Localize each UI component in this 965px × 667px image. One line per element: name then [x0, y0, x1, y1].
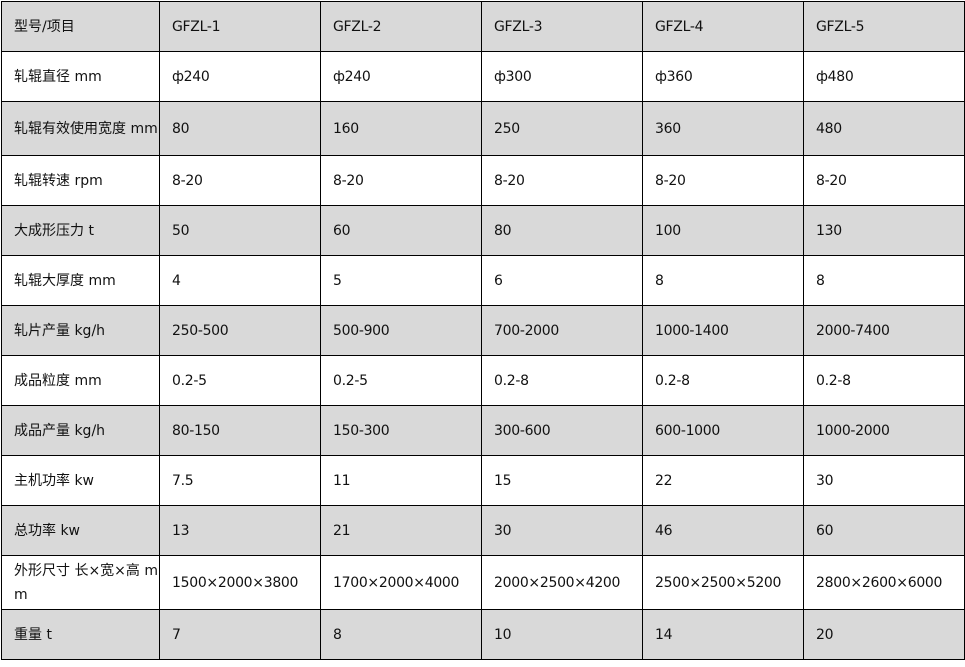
table-cell: 100: [642, 205, 804, 256]
table-cell: 0.2-8: [642, 355, 804, 406]
table-row: 外形尺寸 长×宽×高 mm 1500×2000×3800 1700×2000×400…: [1, 555, 965, 610]
table-cell: 15: [481, 455, 643, 506]
table-row: 主机功率 kw 7.5 11 15 22 30: [1, 455, 965, 506]
table-row: 总功率 kw 13 21 30 46 60: [1, 505, 965, 556]
table-row: 轧辊有效使用宽度 mm 80 160 250 360 480: [1, 101, 965, 156]
row-label: 成品粒度 mm: [1, 355, 160, 406]
table-cell: 60: [803, 505, 965, 556]
table-cell: 4: [159, 255, 321, 306]
table-cell: 8-20: [642, 155, 804, 206]
table-cell: 250-500: [159, 305, 321, 356]
table-cell: 0.2-5: [159, 355, 321, 406]
table-cell: 14: [642, 609, 804, 660]
table-cell: 8: [320, 609, 482, 660]
row-label: 轧辊有效使用宽度 mm: [1, 101, 160, 156]
table-cell: 2000-7400: [803, 305, 965, 356]
table-row: 成品产量 kg/h 80-150 150-300 300-600 600-1000 100…: [1, 405, 965, 456]
table-cell: 1000-1400: [642, 305, 804, 356]
row-label: 成品产量 kg/h: [1, 405, 160, 456]
table-cell: 21: [320, 505, 482, 556]
table-cell: 30: [803, 455, 965, 506]
table-cell: 8-20: [159, 155, 321, 206]
table-cell: 80-150: [159, 405, 321, 456]
row-label: 主机功率 kw: [1, 455, 160, 506]
table-cell: 60: [320, 205, 482, 256]
table-row: 型号/项目 GFZL-1 GFZL-2 GFZL-3 GFZL-4 GFZL-5: [1, 1, 965, 52]
row-label: 轧片产量 kg/h: [1, 305, 160, 356]
table-cell: 11: [320, 455, 482, 506]
table-cell: 8-20: [320, 155, 482, 206]
table-row: 成品粒度 mm 0.2-5 0.2-5 0.2-8 0.2-8 0.2-8: [1, 355, 965, 406]
table-cell: GFZL-1: [159, 1, 321, 52]
table-cell: 1500×2000×3800: [159, 555, 321, 610]
row-label: 重量 t: [1, 609, 160, 660]
table-cell: ф360: [642, 51, 804, 102]
table-cell: 600-1000: [642, 405, 804, 456]
table-cell: 80: [159, 101, 321, 156]
table-cell: 0.2-5: [320, 355, 482, 406]
table-cell: 8: [803, 255, 965, 306]
table-cell: 360: [642, 101, 804, 156]
row-label: 大成形压力 t: [1, 205, 160, 256]
table-cell: ф480: [803, 51, 965, 102]
table-cell: GFZL-3: [481, 1, 643, 52]
table-cell: 480: [803, 101, 965, 156]
table-cell: 700-2000: [481, 305, 643, 356]
table-row: 大成形压力 t 50 60 80 100 130: [1, 205, 965, 256]
table-cell: 2800×2600×6000: [803, 555, 965, 610]
table-cell: 8-20: [803, 155, 965, 206]
table-row: 轧辊转速 rpm 8-20 8-20 8-20 8-20 8-20: [1, 155, 965, 206]
row-label: 型号/项目: [1, 1, 160, 52]
table-cell: GFZL-5: [803, 1, 965, 52]
table-cell: 30: [481, 505, 643, 556]
row-label: 外形尺寸 长×宽×高 mm: [1, 555, 160, 610]
table-cell: 1000-2000: [803, 405, 965, 456]
table-cell: 46: [642, 505, 804, 556]
table-cell: 7.5: [159, 455, 321, 506]
table-row: 轧辊大厚度 mm 4 5 6 8 8: [1, 255, 965, 306]
table-cell: 10: [481, 609, 643, 660]
table-cell: 2500×2500×5200: [642, 555, 804, 610]
table-row: 轧辊直径 mm ф240 ф240 ф300 ф360 ф480: [1, 51, 965, 102]
table-cell: ф300: [481, 51, 643, 102]
table-cell: 8: [642, 255, 804, 306]
table-cell: 130: [803, 205, 965, 256]
table-row: 轧片产量 kg/h 250-500 500-900 700-2000 1000-1400…: [1, 305, 965, 356]
row-label: 总功率 kw: [1, 505, 160, 556]
table-row: 重量 t 7 8 10 14 20: [1, 609, 965, 660]
table-cell: 160: [320, 101, 482, 156]
table-cell: 5: [320, 255, 482, 306]
table-cell: 6: [481, 255, 643, 306]
table-cell: 1700×2000×4000: [320, 555, 482, 610]
table-cell: 2000×2500×4200: [481, 555, 643, 610]
table-cell: 22: [642, 455, 804, 506]
row-label: 轧辊直径 mm: [1, 51, 160, 102]
table-cell: 150-300: [320, 405, 482, 456]
table-cell: 8-20: [481, 155, 643, 206]
table-cell: 500-900: [320, 305, 482, 356]
table-cell: ф240: [320, 51, 482, 102]
table-cell: 13: [159, 505, 321, 556]
table-cell: 0.2-8: [481, 355, 643, 406]
table-cell: 300-600: [481, 405, 643, 456]
row-label: 轧辊转速 rpm: [1, 155, 160, 206]
table-cell: GFZL-4: [642, 1, 804, 52]
table-cell: 80: [481, 205, 643, 256]
table-cell: 7: [159, 609, 321, 660]
table-cell: 0.2-8: [803, 355, 965, 406]
table-cell: 50: [159, 205, 321, 256]
table-cell: 250: [481, 101, 643, 156]
row-label: 轧辊大厚度 mm: [1, 255, 160, 306]
table-cell: 20: [803, 609, 965, 660]
table-cell: GFZL-2: [320, 1, 482, 52]
table-cell: ф240: [159, 51, 321, 102]
